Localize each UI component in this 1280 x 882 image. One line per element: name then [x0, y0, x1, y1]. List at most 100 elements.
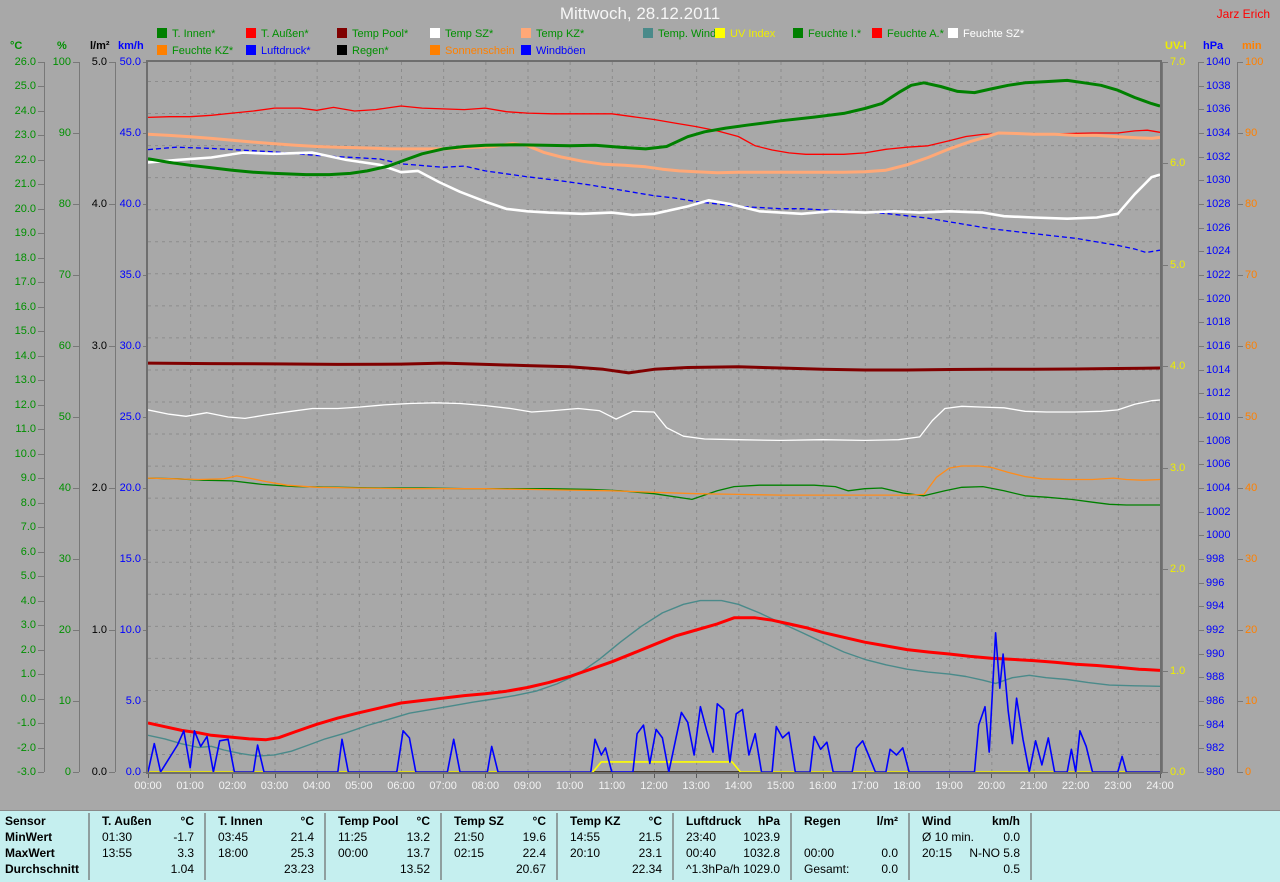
x-axis-tick: [822, 774, 824, 778]
axis-tick-label-uvi: 3.0: [1170, 461, 1186, 474]
legend-item-temp_pool[interactable]: Temp Pool*: [337, 28, 408, 41]
stats-value-time: 13:55: [102, 846, 133, 860]
axis-tick-hpa: [1198, 582, 1204, 584]
x-axis-tick: [485, 774, 487, 778]
axis-tick-label-celsius: 15.0: [14, 325, 36, 338]
stats-value-time: 14:55: [570, 830, 601, 844]
legend-item-feuchte_kz[interactable]: Feuchte KZ*: [157, 45, 233, 58]
axis-tick-label-hpa: 1000: [1206, 529, 1231, 542]
stats-value-time: 20:15: [922, 846, 953, 860]
x-axis-label: 00:00: [134, 780, 162, 792]
axis-unit-lm2: l/m²: [90, 40, 110, 52]
legend-item-temp_kz[interactable]: Temp KZ*: [521, 28, 584, 41]
axis-tick-label-hpa: 998: [1206, 553, 1225, 565]
axis-tick-hpa: [1198, 180, 1204, 182]
axis-tick-label-celsius: 14.0: [14, 349, 36, 362]
legend-item-t_innen[interactable]: T. Innen*: [157, 28, 215, 41]
x-axis-tick: [232, 774, 234, 778]
axis-tick-hpa: [1198, 440, 1204, 442]
legend-item-sonnenschein[interactable]: Sonnenschein: [430, 45, 515, 58]
x-axis-label: 12:00: [640, 780, 668, 792]
legend-swatch-feuchte_sz-icon: [948, 28, 958, 38]
stats-row-label: MinWert: [5, 830, 53, 844]
legend-item-feuchte_sz[interactable]: Feuchte SZ*: [948, 28, 1024, 41]
axis-tick-label-kmh: 50.0: [119, 56, 141, 68]
axis-unit-hpa: hPa: [1203, 40, 1224, 52]
legend-item-windboeen[interactable]: Windböen: [521, 45, 586, 58]
axis-tick-label-kmh: 0.0: [125, 766, 141, 778]
axis-unit-percent: %: [57, 40, 67, 52]
legend-item-regen[interactable]: Regen*: [337, 45, 389, 58]
legend-item-uv[interactable]: UV Index: [715, 28, 775, 41]
axis-tick-hpa: [1198, 630, 1204, 631]
stats-row-label: Durchschnitt: [5, 862, 80, 876]
axis-tick-label-celsius: 16.0: [14, 300, 36, 313]
x-axis-tick: [991, 774, 993, 778]
axis-tick-hpa: [1198, 322, 1204, 324]
legend-item-luftdruck[interactable]: Luftdruck*: [246, 45, 311, 58]
plot-area: [146, 60, 1162, 774]
axis-tick-label-hpa: 990: [1206, 647, 1225, 660]
axis-tick-label-percent: 0: [64, 766, 71, 778]
x-axis-label: 03:00: [260, 780, 289, 792]
stats-value: 19.6: [522, 830, 546, 844]
axis-tick-label-percent: 20: [58, 624, 71, 636]
stats-col-name: T. Innen: [218, 814, 263, 828]
stats-col-name: Wind: [922, 814, 952, 828]
stats-value-time: 11:25: [338, 830, 368, 844]
axis-tick-label-hpa: 1014: [1206, 363, 1231, 376]
axis-tick-label-kmh: 40.0: [119, 198, 141, 210]
axis-tick-label-celsius: 8.0: [20, 496, 36, 509]
x-axis-label: 08:00: [471, 780, 500, 792]
legend-swatch-luftdruck-icon: [246, 45, 256, 55]
axis-tick-label-percent: 70: [58, 269, 71, 281]
stats-value: 0.5: [1003, 862, 1020, 876]
stats-value-time: 00:40: [686, 846, 717, 860]
axis-tick-label-lm2: 5.0: [91, 56, 107, 68]
stats-value: 1029.0: [743, 862, 780, 876]
axis-tick-label-hpa: 1036: [1206, 103, 1231, 116]
axis-tick-label-percent: 80: [58, 198, 71, 210]
axis-tick-uvi: [1162, 467, 1168, 469]
stats-value-time: 18:00: [218, 846, 249, 860]
axis-tick-celsius: [38, 159, 44, 161]
axis-tick-uvi: [1162, 163, 1168, 165]
legend-item-temp_sz[interactable]: Temp SZ*: [430, 28, 493, 41]
x-axis-label: 04:00: [302, 780, 331, 792]
axis-tick-celsius: [38, 527, 44, 529]
legend-item-t_aussen[interactable]: T. Außen*: [246, 28, 309, 41]
x-axis-tick: [654, 774, 655, 778]
axis-tick-label-hpa: 1030: [1206, 174, 1231, 187]
axis-tick-percent: [73, 62, 79, 63]
legend-swatch-sonnenschein-icon: [430, 45, 440, 55]
legend-item-feuchte_i[interactable]: Feuchte I.*: [793, 28, 861, 41]
axis-tick-hpa: [1198, 393, 1204, 395]
stats-col-unit: °C: [416, 814, 430, 828]
x-axis-label: 19:00: [935, 780, 963, 792]
axis-tick-label-uvi: 0.0: [1170, 766, 1186, 778]
axis-tick-percent: [73, 559, 79, 560]
axis-tick-uvi: [1162, 569, 1168, 571]
axis-tick-lm2: [109, 346, 115, 347]
series-feuchte_sz: [148, 399, 1160, 442]
axis-tick-celsius: [38, 502, 44, 504]
series-temp_wind: [148, 599, 1160, 757]
x-axis-tick: [1075, 774, 1077, 778]
axis-tick-hpa: [1198, 488, 1204, 489]
axis-tick-uvi: [1162, 670, 1168, 672]
legend-item-feuchte_a[interactable]: Feuchte A.*: [872, 28, 944, 41]
stats-value: 13.7: [406, 846, 430, 860]
axis-tick-lm2: [109, 630, 115, 631]
series-windboeen: [148, 631, 1160, 772]
axis-tick-hpa: [1198, 85, 1204, 87]
legend-item-temp_wind[interactable]: Temp. Wind*: [643, 28, 720, 41]
stats-value-time: 03:45: [218, 830, 249, 844]
axis-tick-label-uvi: 4.0: [1170, 360, 1186, 373]
legend-swatch-regen-icon: [337, 45, 347, 55]
series-t_innen: [148, 78, 1160, 177]
axis-tick-min: [1237, 133, 1243, 134]
axis-tick-label-hpa: 1006: [1206, 458, 1231, 471]
axis-tick-percent: [73, 701, 79, 702]
axis-tick-celsius: [38, 62, 44, 63]
stats-col-unit: km/h: [991, 814, 1020, 828]
